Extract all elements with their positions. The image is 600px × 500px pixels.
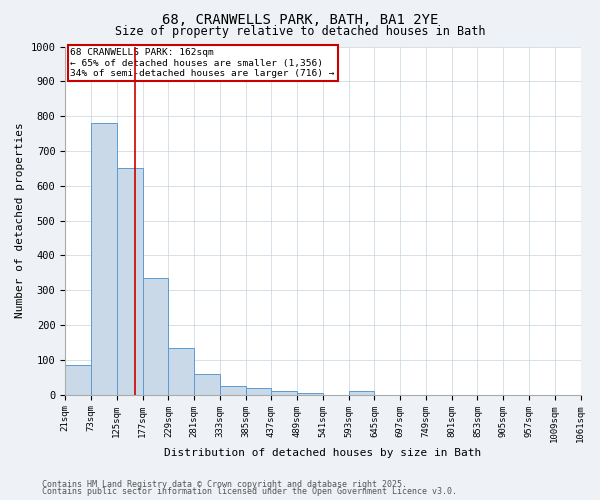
Bar	[169, 348, 194, 395]
Bar	[349, 391, 374, 394]
Bar	[194, 374, 220, 394]
Text: Contains HM Land Registry data © Crown copyright and database right 2025.: Contains HM Land Registry data © Crown c…	[42, 480, 407, 489]
X-axis label: Distribution of detached houses by size in Bath: Distribution of detached houses by size …	[164, 448, 482, 458]
Bar	[117, 168, 143, 394]
Text: Contains public sector information licensed under the Open Government Licence v3: Contains public sector information licen…	[42, 487, 457, 496]
Text: 68, CRANWELLS PARK, BATH, BA1 2YE: 68, CRANWELLS PARK, BATH, BA1 2YE	[162, 12, 438, 26]
Bar	[65, 365, 91, 394]
Text: 68 CRANWELLS PARK: 162sqm
← 65% of detached houses are smaller (1,356)
34% of se: 68 CRANWELLS PARK: 162sqm ← 65% of detac…	[70, 48, 335, 78]
Bar	[297, 392, 323, 394]
Bar	[220, 386, 245, 394]
Text: Size of property relative to detached houses in Bath: Size of property relative to detached ho…	[115, 25, 485, 38]
Bar	[143, 278, 169, 394]
Y-axis label: Number of detached properties: Number of detached properties	[15, 122, 25, 318]
Bar	[245, 388, 271, 394]
Bar	[271, 391, 297, 394]
Bar	[91, 123, 117, 394]
